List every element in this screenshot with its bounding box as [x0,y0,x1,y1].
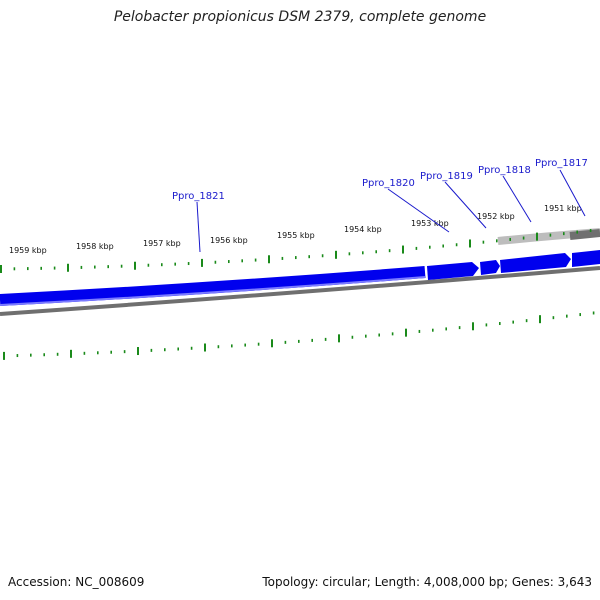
gene-arrow-ppro-1818[interactable] [500,253,571,273]
kbp-label: 1958 kbp [76,242,114,251]
gene-leader-line [502,175,532,223]
gene-arrow-ppro-1817[interactable] [572,250,600,267]
accession-text: Accession: NC_008609 [8,575,145,589]
gene-leader-line [559,169,586,217]
kbp-label: 1959 kbp [9,246,47,255]
ruler-upper [0,229,592,273]
gene-arrow-ppro-1820[interactable] [427,262,479,280]
genome-title: Pelobacter propionicus DSM 2379, complet… [113,9,487,25]
backbone-track-outer [0,266,600,316]
gene-label-ppro-1817[interactable]: Ppro_1817 [535,158,588,169]
gene-leader-line [196,201,201,253]
gene-band-highlight [0,276,426,306]
kbp-label: 1957 kbp [143,239,181,248]
kbp-label: 1956 kbp [210,236,248,245]
gene-leader-line [387,188,450,233]
hit-track-dark [569,229,600,240]
gene-label-ppro-1820[interactable]: Ppro_1820 [362,178,415,189]
ruler-lower [3,311,595,360]
gene-arrow-ppro-1819[interactable] [480,260,500,275]
genome-summary-text: Topology: circular; Length: 4,008,000 bp… [262,575,592,589]
kbp-label: 1953 kbp [411,219,449,228]
gene-label-ppro-1821[interactable]: Ppro_1821 [172,191,225,202]
gene-label-ppro-1819[interactable]: Ppro_1819 [420,171,473,182]
gene-band[interactable] [0,266,426,306]
kbp-label: 1951 kbp [544,204,582,213]
kbp-label: 1954 kbp [344,225,382,234]
kbp-label: 1955 kbp [277,231,315,240]
kbp-label: 1952 kbp [477,212,515,221]
gene-leader-line [444,181,487,229]
gene-label-ppro-1818[interactable]: Ppro_1818 [478,165,531,176]
